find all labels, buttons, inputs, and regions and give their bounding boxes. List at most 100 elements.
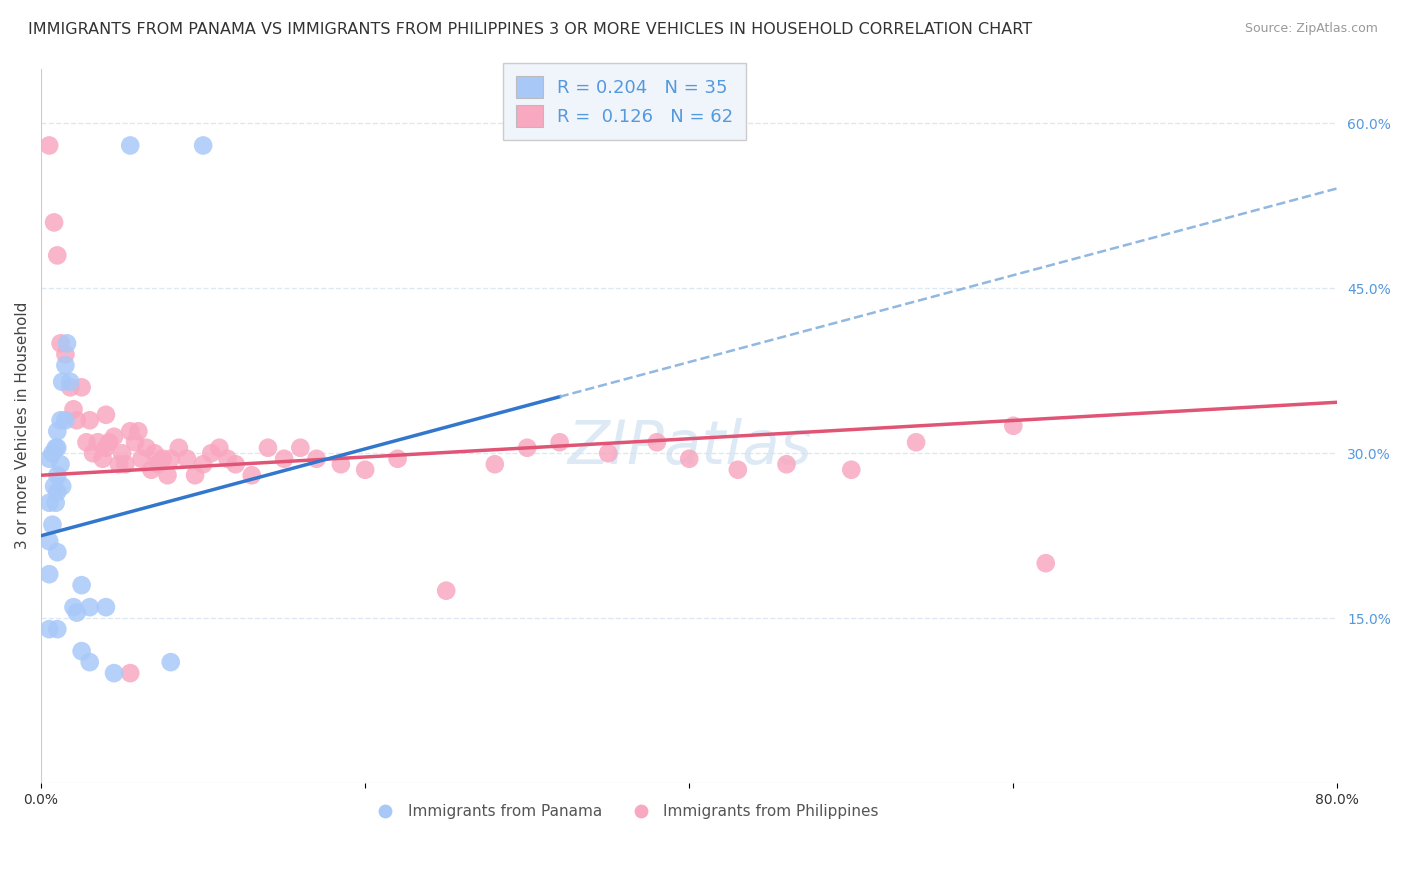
Point <box>76 435 98 450</box>
Point <box>59 380 82 394</box>
Point <box>143 446 166 460</box>
Point <box>127 424 149 438</box>
Point <box>56 336 79 351</box>
Point <box>70 380 93 394</box>
Point <box>49 457 72 471</box>
Point <box>120 138 142 153</box>
Point <box>176 451 198 466</box>
Point <box>46 468 69 483</box>
Point <box>46 424 69 438</box>
Point <box>191 457 214 471</box>
Point <box>82 446 104 460</box>
Point <box>46 545 69 559</box>
Point <box>41 446 63 460</box>
Point <box>120 424 142 438</box>
Point <box>59 375 82 389</box>
Point <box>79 655 101 669</box>
Point <box>45 496 67 510</box>
Point <box>111 446 134 460</box>
Point <box>38 534 60 549</box>
Point <box>905 435 928 450</box>
Point <box>678 451 700 466</box>
Point <box>41 517 63 532</box>
Point <box>184 468 207 483</box>
Point <box>290 441 312 455</box>
Point <box>38 567 60 582</box>
Point <box>103 666 125 681</box>
Point <box>156 468 179 483</box>
Point <box>38 451 60 466</box>
Point <box>645 435 668 450</box>
Point <box>516 441 538 455</box>
Point <box>727 463 749 477</box>
Point <box>120 666 142 681</box>
Point <box>94 600 117 615</box>
Point <box>141 463 163 477</box>
Point <box>1002 418 1025 433</box>
Point <box>598 446 620 460</box>
Point <box>98 435 121 450</box>
Point <box>484 457 506 471</box>
Point <box>94 441 117 455</box>
Point <box>62 600 84 615</box>
Point <box>839 463 862 477</box>
Point <box>146 457 169 471</box>
Point <box>51 375 73 389</box>
Y-axis label: 3 or more Vehicles in Household: 3 or more Vehicles in Household <box>15 302 30 549</box>
Point <box>66 606 89 620</box>
Point <box>152 451 174 466</box>
Point <box>79 413 101 427</box>
Point <box>38 622 60 636</box>
Point <box>49 413 72 427</box>
Point <box>45 441 67 455</box>
Point <box>46 248 69 262</box>
Point <box>38 138 60 153</box>
Point <box>217 451 239 466</box>
Point <box>434 583 457 598</box>
Point <box>49 336 72 351</box>
Point <box>46 622 69 636</box>
Point <box>200 446 222 460</box>
Point <box>131 451 153 466</box>
Point <box>46 484 69 499</box>
Point <box>91 451 114 466</box>
Point <box>167 441 190 455</box>
Point <box>79 600 101 615</box>
Text: ZIPatlas: ZIPatlas <box>567 417 811 476</box>
Point <box>775 457 797 471</box>
Point <box>159 451 181 466</box>
Point <box>191 138 214 153</box>
Point <box>87 435 110 450</box>
Point <box>208 441 231 455</box>
Point <box>103 430 125 444</box>
Point <box>108 457 131 471</box>
Point <box>38 496 60 510</box>
Point <box>273 451 295 466</box>
Point <box>70 644 93 658</box>
Point <box>70 578 93 592</box>
Point <box>354 463 377 477</box>
Point <box>387 451 409 466</box>
Point <box>55 347 77 361</box>
Point <box>124 435 146 450</box>
Point <box>62 402 84 417</box>
Point <box>66 413 89 427</box>
Point <box>55 413 77 427</box>
Text: Source: ZipAtlas.com: Source: ZipAtlas.com <box>1244 22 1378 36</box>
Point <box>240 468 263 483</box>
Point <box>159 655 181 669</box>
Point <box>548 435 571 450</box>
Point <box>51 479 73 493</box>
Point <box>225 457 247 471</box>
Point <box>329 457 352 471</box>
Point <box>42 215 65 229</box>
Point <box>305 451 328 466</box>
Point <box>55 359 77 373</box>
Point <box>135 441 157 455</box>
Point <box>94 408 117 422</box>
Text: IMMIGRANTS FROM PANAMA VS IMMIGRANTS FROM PHILIPPINES 3 OR MORE VEHICLES IN HOUS: IMMIGRANTS FROM PANAMA VS IMMIGRANTS FRO… <box>28 22 1032 37</box>
Legend: Immigrants from Panama, Immigrants from Philippines: Immigrants from Panama, Immigrants from … <box>364 798 886 825</box>
Point <box>46 441 69 455</box>
Point <box>1035 556 1057 570</box>
Point <box>114 457 136 471</box>
